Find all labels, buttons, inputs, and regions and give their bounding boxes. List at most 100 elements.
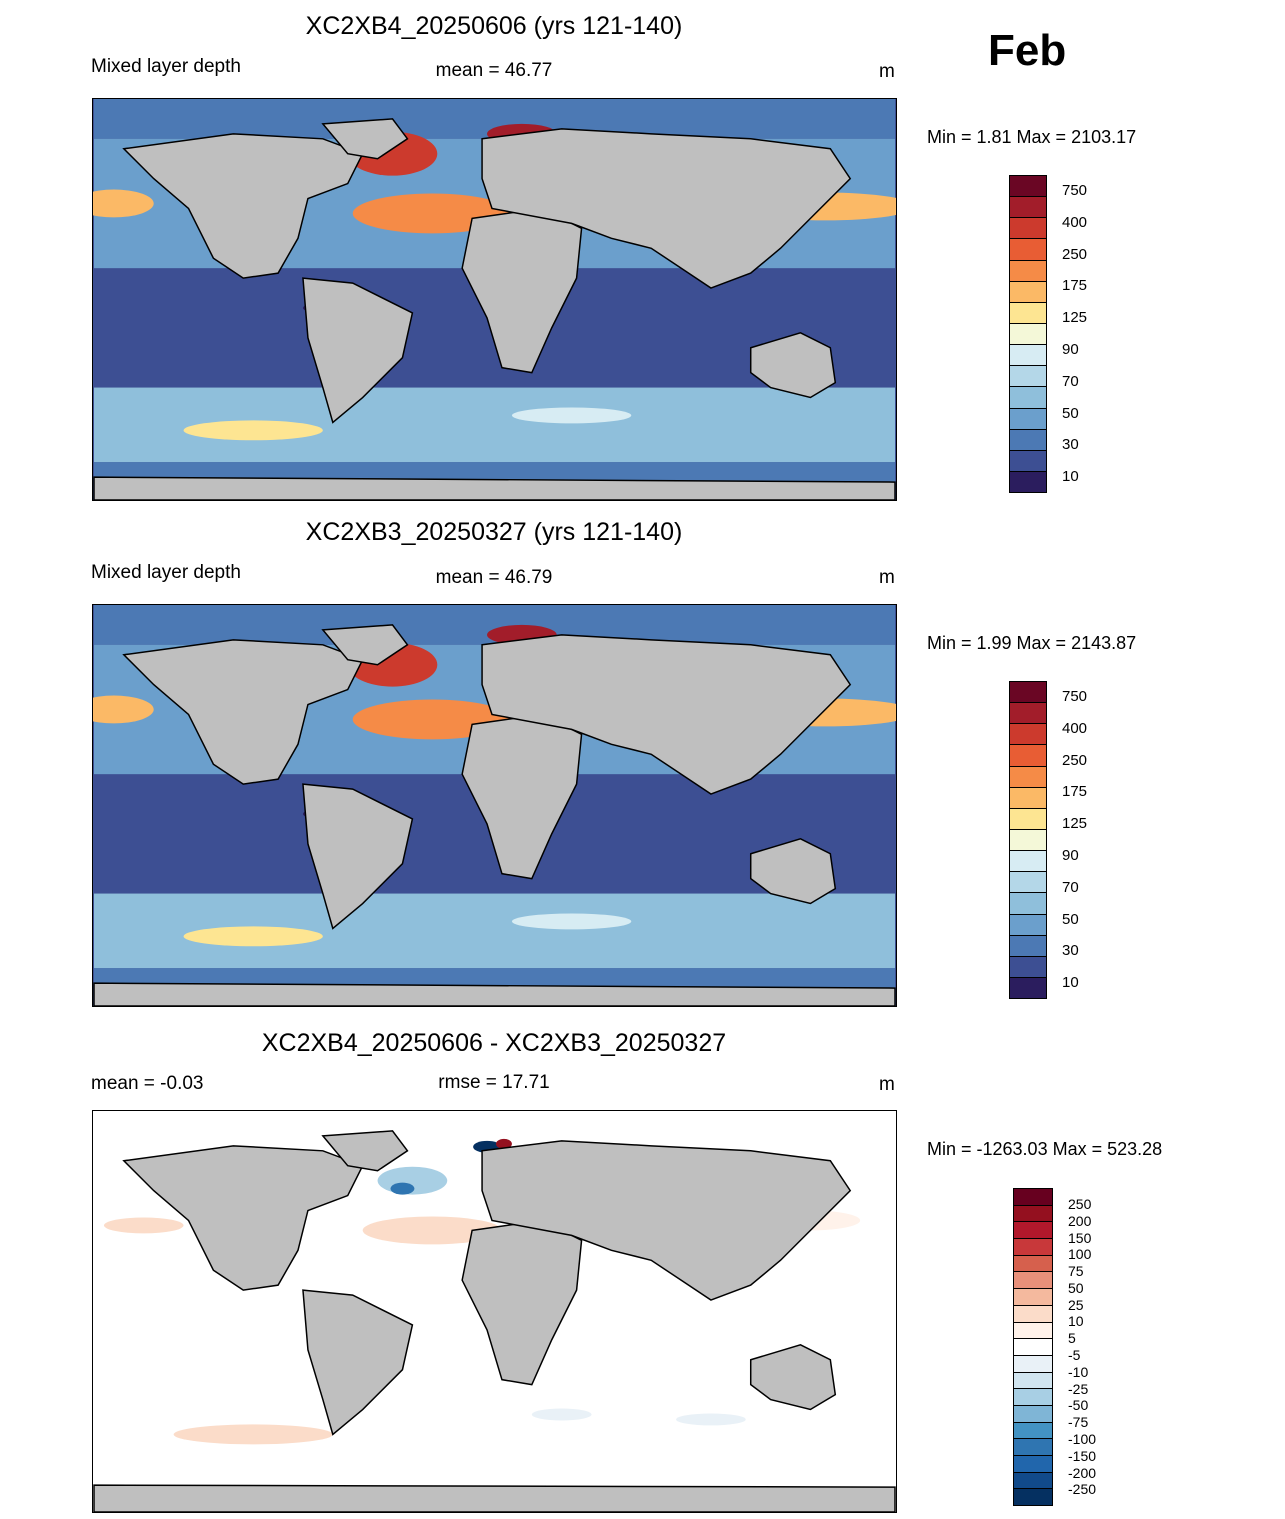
colorbar-label: 70: [1062, 878, 1079, 896]
colorbar-swatch: [1010, 429, 1046, 451]
month-label: Feb: [988, 26, 1067, 75]
panel-2-colorbar-labels: 750 400 250 175 125 90 70 50 30 10: [1062, 688, 1087, 1006]
colorbar-swatch: [1014, 1389, 1052, 1406]
colorbar-label: 100: [1068, 1246, 1092, 1263]
colorbar-label: -100: [1068, 1430, 1097, 1447]
colorbar-label: 175: [1062, 783, 1088, 801]
colorbar-swatch: [1014, 1239, 1052, 1256]
panel-2-variable-label: Mixed layer depth: [91, 562, 241, 583]
colorbar-swatch: [1014, 1472, 1052, 1490]
colorbar-swatch: [1010, 829, 1046, 852]
colorbar-label: 50: [1068, 1279, 1084, 1296]
colorbar-label: 10: [1062, 974, 1079, 992]
colorbar-swatch: [1010, 703, 1046, 725]
colorbar-swatch: [1010, 724, 1046, 746]
colorbar-swatch: [1010, 872, 1046, 894]
panel-1-minmax: Min = 1.81 Max = 2103.17: [927, 127, 1137, 147]
colorbar-label: 50: [1062, 910, 1079, 928]
panel-3-colorbar-labels: 250 200 150 100 75 50 25 10 5 -5 -10 -25…: [1068, 1197, 1096, 1499]
colorbar-label: 70: [1062, 372, 1079, 390]
colorbar-swatch: [1014, 1305, 1052, 1323]
colorbar-swatch: [1010, 281, 1046, 303]
panel-1-variable-label: Mixed layer depth: [91, 56, 241, 77]
colorbar-swatch: [1014, 1339, 1052, 1356]
colorbar-label: -200: [1068, 1464, 1097, 1481]
colorbar-swatch: [1010, 682, 1046, 704]
colorbar-label: 175: [1062, 277, 1088, 295]
panel-3-map: [92, 1110, 897, 1513]
colorbar-swatch: [1014, 1289, 1052, 1306]
colorbar-label: -150: [1068, 1447, 1097, 1464]
colorbar-swatch: [1010, 408, 1046, 430]
colorbar-swatch: [1010, 239, 1046, 261]
colorbar-label: 125: [1062, 815, 1088, 833]
colorbar-swatch: [1010, 366, 1046, 388]
panel-3-colorbar: [1013, 1188, 1053, 1506]
colorbar-swatch: [1010, 893, 1046, 915]
colorbar-label: 200: [1068, 1212, 1092, 1229]
panel-1-colorbar-labels: 750 400 250 175 125 90 70 50 30 10: [1062, 182, 1087, 500]
panel-3-mean-label: mean = -0.03: [91, 1073, 204, 1094]
colorbar-swatch: [1010, 471, 1046, 493]
panel-1-title: XC2XB4_20250606 (yrs 121-140): [305, 12, 683, 40]
panel-2-colorbar: [1009, 681, 1047, 999]
colorbar-label: 50: [1062, 404, 1079, 422]
colorbar-label: 250: [1062, 751, 1088, 769]
colorbar-swatch: [1014, 1272, 1052, 1290]
panel-3-minmax: Min = -1263.03 Max = 523.28: [927, 1139, 1163, 1159]
panel-2-minmax: Min = 1.99 Max = 2143.87: [927, 633, 1137, 653]
colorbar-swatch: [1010, 851, 1046, 873]
colorbar-swatch: [1010, 302, 1046, 324]
colorbar-swatch: [1010, 787, 1046, 809]
colorbar-label: 90: [1062, 846, 1079, 864]
colorbar-swatch: [1010, 808, 1046, 830]
colorbar-label: 250: [1062, 245, 1088, 263]
colorbar-swatch: [1014, 1456, 1052, 1473]
colorbar-swatch: [1014, 1222, 1052, 1240]
colorbar-label: 30: [1062, 436, 1079, 454]
colorbar-swatch: [1014, 1372, 1052, 1390]
colorbar-swatch: [1010, 218, 1046, 240]
colorbar-swatch: [1014, 1189, 1052, 1206]
colorbar-swatch: [1010, 935, 1046, 957]
colorbar-swatch: [1010, 345, 1046, 367]
colorbar-label: 25: [1068, 1296, 1084, 1313]
colorbar-swatch: [1014, 1405, 1052, 1423]
colorbar-label: 400: [1062, 213, 1088, 231]
panel-1-map-svg: [93, 99, 896, 500]
colorbar-label: -10: [1068, 1363, 1089, 1380]
colorbar-label: 750: [1062, 182, 1088, 199]
colorbar-swatch: [1014, 1355, 1052, 1373]
colorbar-swatch: [1010, 176, 1046, 198]
colorbar-swatch: [1014, 1422, 1052, 1440]
colorbar-swatch: [1010, 260, 1046, 282]
panel-2-units: m: [879, 567, 895, 588]
colorbar-swatch: [1010, 745, 1046, 767]
panel-2-map-svg: [93, 605, 896, 1006]
colorbar-swatch: [1010, 450, 1046, 472]
colorbar-label: 125: [1062, 309, 1088, 327]
colorbar-label: 30: [1062, 942, 1079, 960]
colorbar-swatch: [1010, 197, 1046, 219]
colorbar-label: 75: [1068, 1263, 1084, 1280]
panel-2-mean-label: mean = 46.79: [435, 567, 553, 588]
colorbar-swatch: [1010, 977, 1046, 999]
colorbar-label: 150: [1068, 1229, 1092, 1246]
panel-3-rmse-label: rmse = 17.71: [438, 1072, 550, 1093]
colorbar-label: -250: [1068, 1481, 1097, 1498]
colorbar-swatch: [1010, 914, 1046, 936]
colorbar-label: -50: [1068, 1397, 1089, 1414]
panel-1-units: m: [879, 61, 895, 82]
colorbar-swatch: [1014, 1205, 1052, 1223]
colorbar-swatch: [1010, 323, 1046, 346]
colorbar-label: 250: [1068, 1196, 1092, 1212]
colorbar-label: 10: [1068, 1313, 1084, 1330]
colorbar-swatch: [1010, 956, 1046, 978]
colorbar-swatch: [1010, 766, 1046, 788]
colorbar-swatch: [1010, 387, 1046, 409]
colorbar-swatch: [1014, 1255, 1052, 1273]
panel-1-map: [92, 98, 897, 501]
panel-1-mean-label: mean = 46.77: [435, 60, 553, 81]
colorbar-label: 90: [1062, 340, 1079, 358]
panel-2-map: [92, 604, 897, 1007]
